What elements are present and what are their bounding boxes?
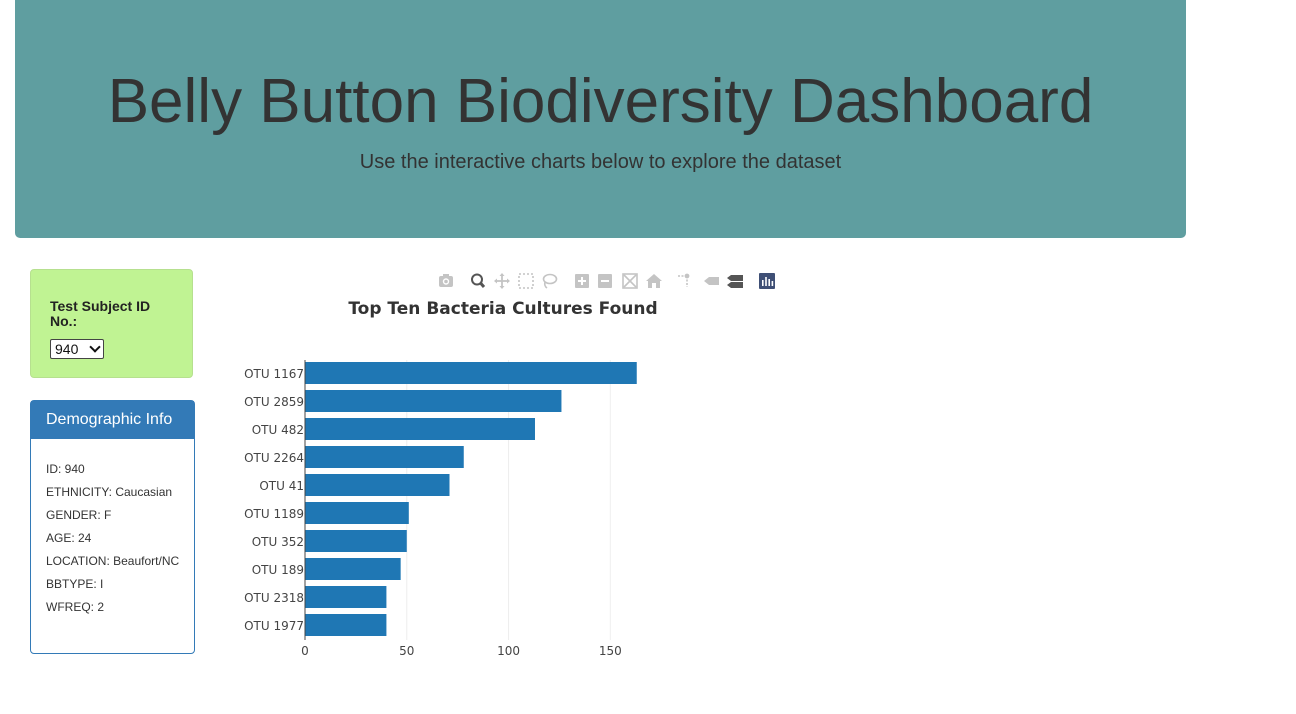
x-tick-label: 150 [599,644,622,658]
subject-selector-panel: Test Subject ID No.: 940 [30,269,193,378]
demo-row-ethnicity: ETHNICITY: Caucasian [46,485,173,499]
box-select-icon[interactable] [518,273,534,289]
y-tick-label: OTU 1977 [244,619,304,633]
bar-otu-482[interactable] [305,418,535,440]
y-tick-label: OTU 2318 [244,591,304,605]
lasso-select-icon[interactable] [542,273,558,289]
page-subtitle: Use the interactive charts below to expl… [359,151,842,173]
bar-otu-2318[interactable] [305,586,387,608]
camera-icon[interactable] [439,274,453,287]
y-tick-label: OTU 1189 [244,507,304,521]
spike-lines-icon[interactable] [678,273,690,287]
bar-otu-352[interactable] [305,530,407,552]
demo-row-location: LOCATION: Beaufort/NC [46,554,180,568]
zoom-in-icon[interactable] [575,274,589,288]
bar-otu-1167[interactable] [305,362,637,384]
chart-y-axis: OTU 1167 OTU 2859 OTU 482 OTU 2264 OTU 41 OTU… [244,360,306,640]
chart-modebar [437,272,777,290]
y-tick-label: OTU 41 [259,479,304,493]
demo-row-id: ID: 940 [46,462,85,476]
plotly-logo-icon[interactable] [759,273,775,289]
demo-row-gender: GENDER: F [46,508,112,522]
demographic-info-panel: Demographic Info ID: 940 ETHNICITY: Cauc… [30,400,195,654]
chart-x-axis: 0 50 100 150 [301,644,622,658]
subject-selector-label: Test Subject ID No.: [50,298,151,329]
bar-chart: Top Ten Bacteria Cultures Found OTU 1167… [230,290,710,675]
pan-icon[interactable] [494,273,510,289]
demographic-info-heading: Demographic Info [31,401,194,439]
zoom-out-icon[interactable] [598,274,612,288]
chart-bars [305,362,637,636]
x-tick-label: 50 [399,644,414,658]
y-tick-label: OTU 482 [252,423,304,437]
bar-otu-2859[interactable] [305,390,562,412]
subject-id-value: 940 [55,341,79,357]
y-tick-label: OTU 2264 [244,451,304,465]
x-tick-label: 0 [301,644,309,658]
chevron-down-icon [89,341,101,353]
demo-row-bbtype: BBTYPE: I [46,577,104,591]
chart-title: Top Ten Bacteria Cultures Found [348,299,657,319]
y-tick-label: OTU 352 [252,535,304,549]
x-tick-label: 100 [497,644,520,658]
bar-otu-189[interactable] [305,558,401,580]
bar-chart-svg: Top Ten Bacteria Cultures Found OTU 1167… [244,299,658,658]
bar-otu-2264[interactable] [305,446,464,468]
header-banner: Belly Button Biodiversity Dashboard Use … [15,0,1186,238]
y-tick-label: OTU 2859 [244,395,304,409]
hover-compare-icon[interactable] [727,275,743,288]
page-title: Belly Button Biodiversity Dashboard [107,67,1094,136]
hover-closest-icon[interactable] [704,277,719,285]
bar-otu-41[interactable] [305,474,450,496]
demo-row-wfreq: WFREQ: 2 [46,600,105,614]
y-tick-label: OTU 1167 [244,367,304,381]
autoscale-icon[interactable] [622,273,638,289]
demo-row-age: AGE: 24 [46,531,92,545]
subject-id-select[interactable]: 940 [50,339,104,359]
bar-otu-1977[interactable] [305,614,387,636]
reset-axes-icon[interactable] [646,274,662,288]
y-tick-label: OTU 189 [252,563,304,577]
demographic-info-body: ID: 940 ETHNICITY: Caucasian GENDER: F A… [46,463,186,624]
zoom-icon[interactable] [471,273,486,288]
bar-otu-1189[interactable] [305,502,409,524]
